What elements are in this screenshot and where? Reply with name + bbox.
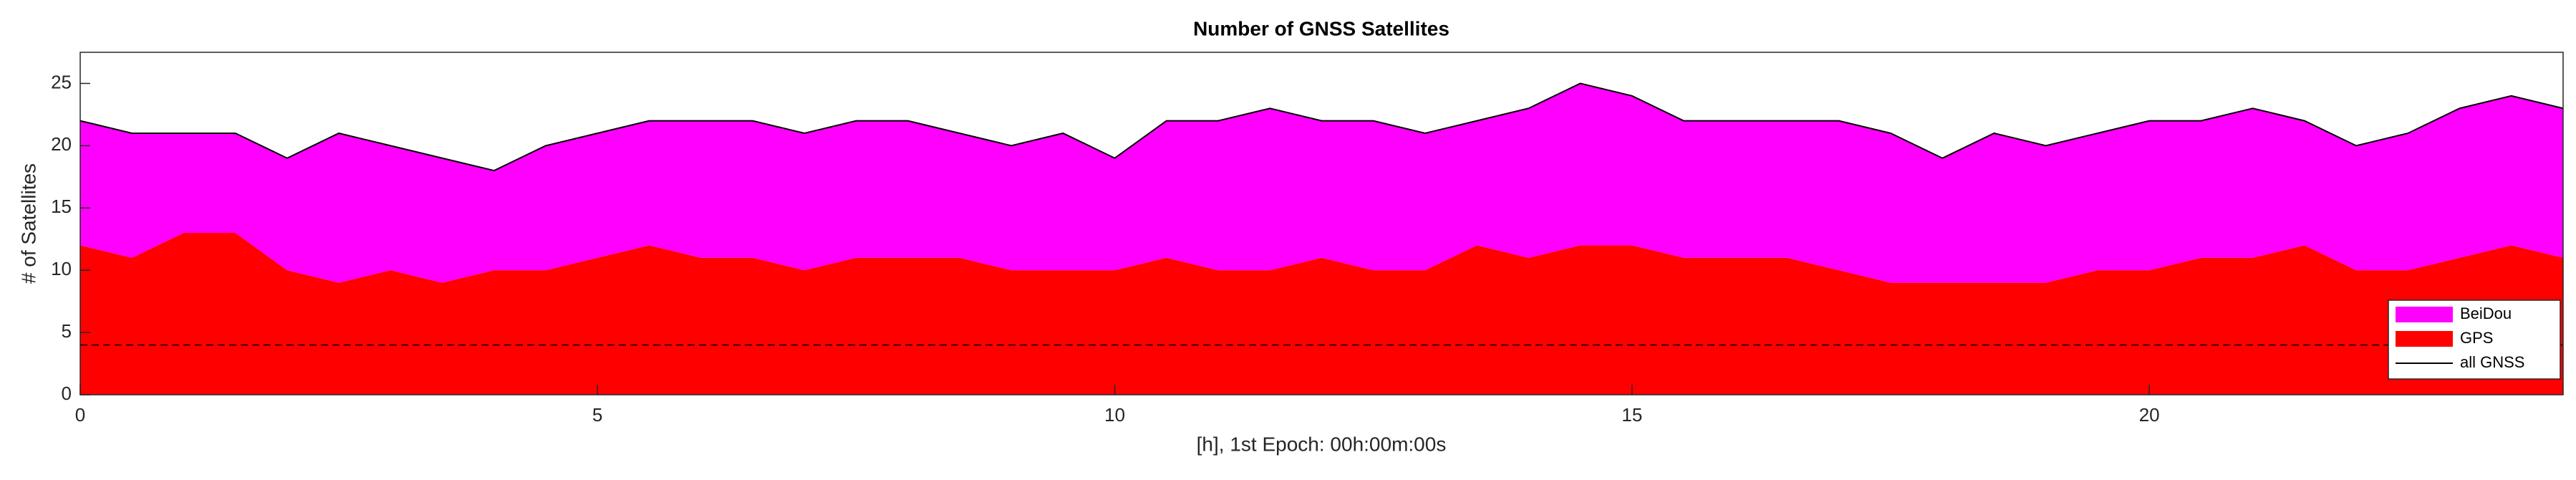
axes-frame [79, 52, 2564, 395]
y-tick-label: 20 [51, 133, 72, 155]
legend-swatch [2396, 307, 2453, 322]
x-axis-label: [h], 1st Epoch: 00h:00m:00s [1197, 433, 1447, 455]
y-tick-label: 10 [51, 258, 72, 279]
y-tick-label: 15 [51, 196, 72, 217]
chart-title: Number of GNSS Satellites [1193, 17, 1449, 39]
x-tick-label: 5 [592, 404, 602, 426]
legend-label: BeiDou [2460, 304, 2512, 322]
y-tick-label: 25 [51, 71, 72, 92]
x-tick-label: 15 [1621, 404, 1642, 426]
x-tick-label: 20 [2139, 404, 2160, 426]
plot-area: 0 5 10 15 20 25 0 5 10 15 20 BeiDou GPS all GNSS [51, 52, 2564, 426]
legend-label: GPS [2460, 329, 2493, 347]
y-axis-label: # of Satellites [17, 163, 39, 284]
y-tick-label: 5 [62, 320, 72, 342]
x-tick-label: 0 [75, 404, 85, 426]
y-tick-label: 0 [62, 383, 72, 404]
x-tick-label: 10 [1104, 404, 1125, 426]
legend-label: all GNSS [2460, 353, 2524, 371]
line [79, 82, 2564, 172]
area [80, 233, 2563, 395]
legend-swatch [2396, 331, 2453, 347]
area [80, 83, 2563, 283]
